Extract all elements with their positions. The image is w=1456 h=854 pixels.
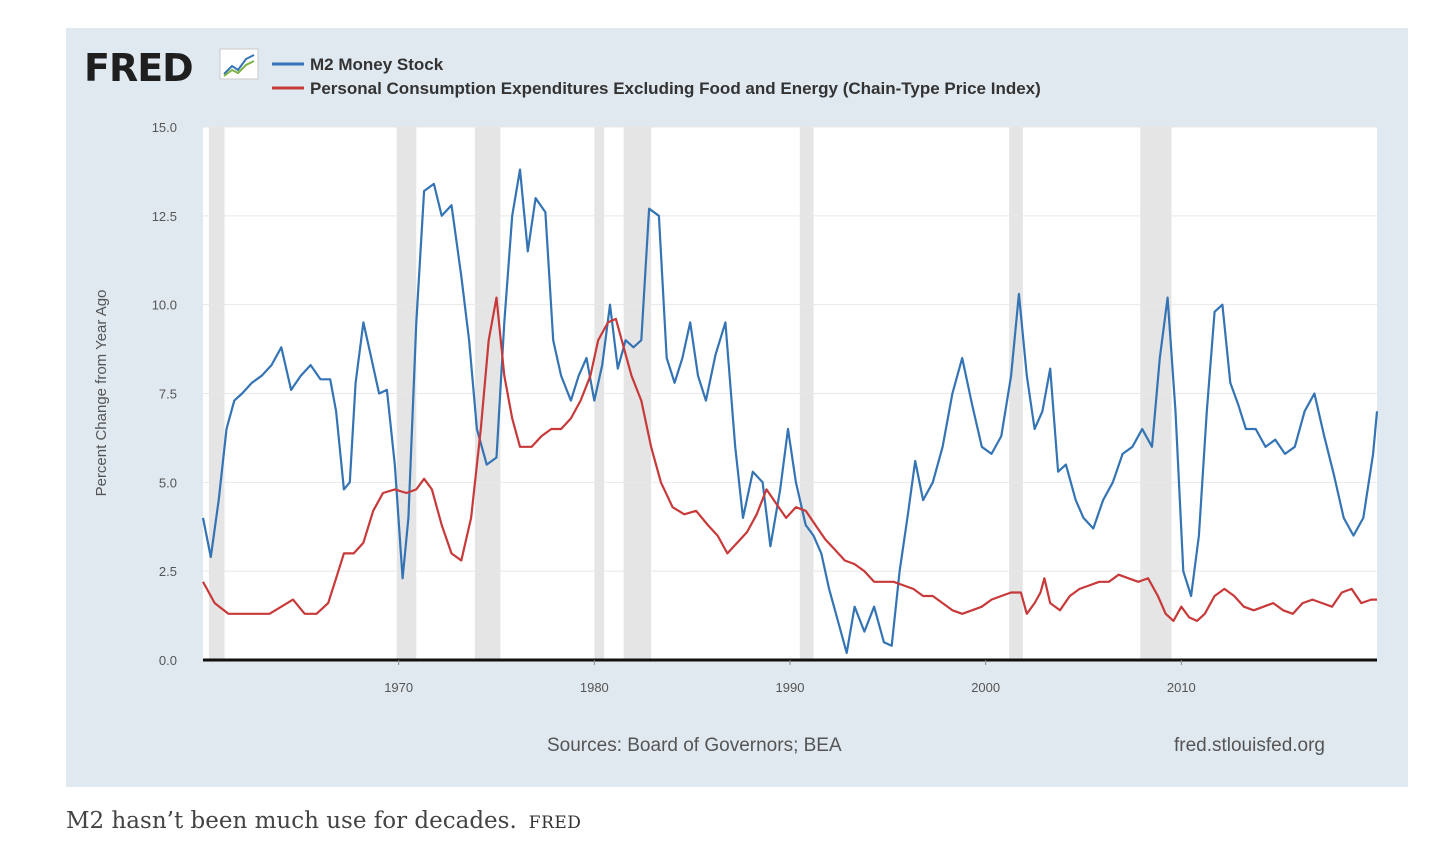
x-tick-label: 1980 <box>580 680 609 695</box>
x-axis-ticks: 1970 1980 1990 2000 2010 <box>384 660 1196 695</box>
sources-text: Sources: Board of Governors; BEA <box>547 735 842 756</box>
y-tick-label: 5.0 <box>159 475 177 490</box>
source-url-text: fred.stlouisfed.org <box>1174 735 1325 756</box>
legend: M2 Money Stock Personal Consumption Expe… <box>272 55 1041 98</box>
legend-label-pce: Personal Consumption Expenditures Exclud… <box>310 79 1041 98</box>
fred-chart-panel: FRED M2 Money Stock Personal Consumption… <box>66 28 1408 787</box>
x-tick-label: 1970 <box>384 680 413 695</box>
x-tick-label: 2000 <box>971 680 1000 695</box>
gridlines <box>203 126 1377 572</box>
caption-credit: FRED <box>528 813 582 833</box>
series-lines <box>201 168 1379 655</box>
figure-caption: M2 hasn’t been much use for decades. FRED <box>66 808 581 834</box>
fred-logo-text: FRED <box>84 46 193 90</box>
y-tick-label: 10.0 <box>152 298 177 313</box>
series-line-m2 <box>201 168 1379 655</box>
y-tick-label: 0.0 <box>159 653 177 668</box>
chart: FRED M2 Money Stock Personal Consumption… <box>84 46 1379 756</box>
y-tick-label: 15.0 <box>152 120 177 135</box>
y-tick-label: 7.5 <box>159 387 177 402</box>
x-tick-label: 2010 <box>1167 680 1196 695</box>
y-axis-ticks: 0.0 2.5 5.0 7.5 10.0 12.5 15.0 <box>152 120 177 668</box>
fred-logo-chart-icon <box>219 48 259 80</box>
y-axis-label: Percent Change from Year Ago <box>93 290 110 497</box>
y-tick-label: 12.5 <box>152 209 177 224</box>
caption-text: M2 hasn’t been much use for decades. <box>66 808 517 834</box>
legend-label-m2: M2 Money Stock <box>310 55 444 74</box>
fred-logo: FRED <box>84 46 259 90</box>
x-tick-label: 1990 <box>776 680 805 695</box>
series-line-pce <box>202 296 1377 623</box>
y-tick-label: 2.5 <box>159 564 177 579</box>
